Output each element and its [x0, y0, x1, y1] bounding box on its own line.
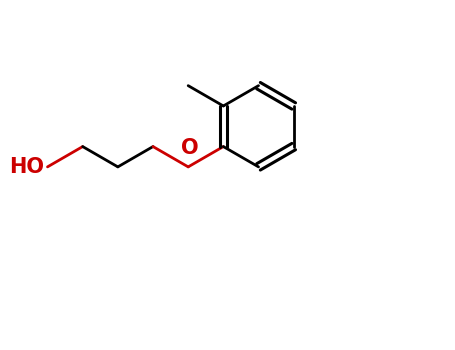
Text: O: O [182, 138, 199, 158]
Text: HO: HO [9, 157, 44, 177]
